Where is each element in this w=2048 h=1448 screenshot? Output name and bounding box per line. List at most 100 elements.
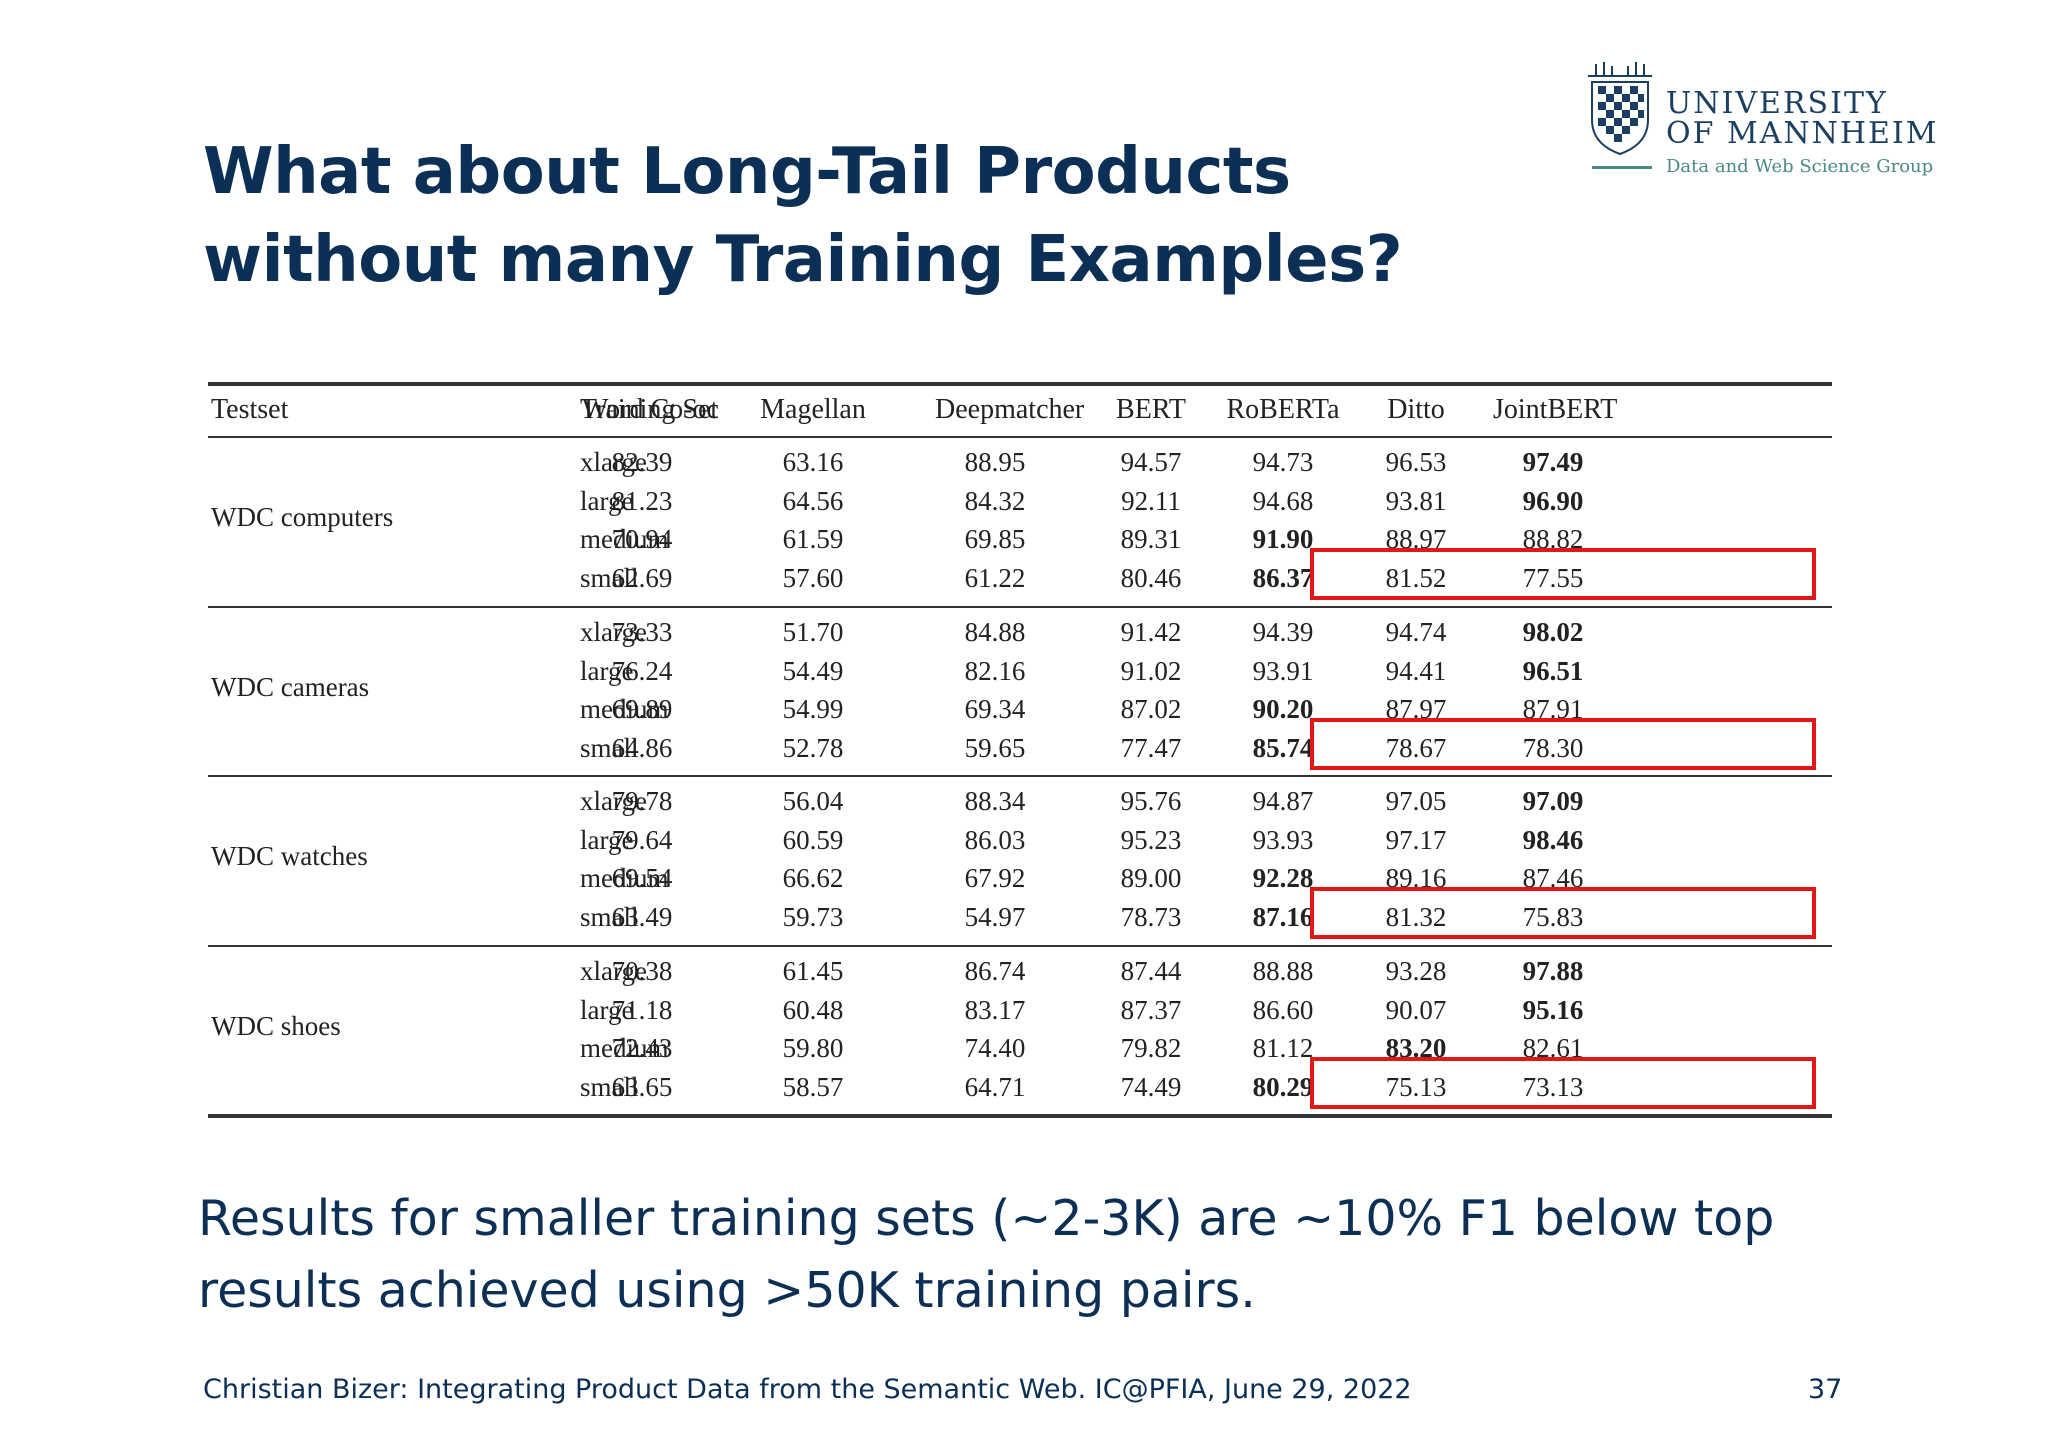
f1-score-cell: 76.24	[611, 655, 673, 686]
f1-score-cell: 91.42	[1120, 617, 1182, 647]
f1-score-cell: 89.00	[1120, 863, 1182, 893]
f1-score-cell: 63.49	[611, 901, 673, 932]
f1-score-cell: 94.87	[1252, 786, 1314, 816]
f1-score-cell: 61.22	[964, 562, 1026, 593]
f1-score-cell: 94.41	[1385, 655, 1447, 686]
f1-score-cell: 96.90	[1522, 485, 1584, 516]
f1-score-cell: 79.78	[611, 786, 673, 816]
f1-score-cell: 54.99	[782, 694, 844, 724]
f1-score-cell: 59.80	[782, 1033, 844, 1063]
training-set-label: large	[580, 655, 634, 686]
training-set-label: xlarge	[580, 786, 647, 816]
testset-label: WDC cameras	[211, 672, 370, 702]
table-top-rule	[208, 382, 1832, 386]
f1-score-cell: 58.57	[782, 1071, 844, 1102]
training-set-label: large	[580, 824, 634, 855]
training-set-label: xlarge	[580, 617, 647, 647]
f1-score-cell: 74.49	[1120, 1071, 1182, 1102]
f1-score-cell: 69.85	[964, 524, 1026, 554]
f1-score-cell: 93.81	[1385, 485, 1447, 516]
university-logo: UNIVERSITY OF MANNHEIM Data and Web Scie…	[1578, 58, 1938, 184]
f1-score-cell: 95.76	[1120, 786, 1182, 816]
f1-score-cell: 84.88	[964, 617, 1026, 647]
f1-score-cell: 97.05	[1385, 786, 1447, 816]
training-set-label: medium	[580, 1033, 669, 1063]
table-header-rule	[208, 436, 1832, 438]
f1-score-cell: 80.46	[1120, 562, 1182, 593]
f1-score-cell: 51.70	[782, 617, 844, 647]
f1-score-cell: 64.71	[964, 1071, 1026, 1102]
f1-score-cell: 87.02	[1120, 694, 1182, 724]
logo-mannheim-line: OF MANNHEIM	[1666, 116, 1939, 151]
training-set-label: small	[580, 562, 639, 593]
f1-score-cell: 73.13	[1522, 1071, 1584, 1102]
f1-score-cell: 71.18	[611, 994, 673, 1025]
f1-score-cell: 91.90	[1252, 524, 1314, 554]
f1-score-cell: 60.59	[782, 824, 844, 855]
f1-score-cell: 88.95	[964, 447, 1026, 477]
f1-score-cell: 77.55	[1522, 562, 1584, 593]
f1-score-cell: 60.48	[782, 994, 844, 1025]
f1-score-cell: 87.37	[1120, 994, 1182, 1025]
f1-score-cell: 81.23	[611, 485, 673, 516]
f1-score-cell: 93.28	[1385, 956, 1447, 986]
group-separator-rule	[208, 606, 1832, 608]
f1-score-cell: 97.17	[1385, 824, 1447, 855]
group-separator-rule	[208, 775, 1832, 777]
f1-score-cell: 86.60	[1252, 994, 1314, 1025]
f1-score-cell: 94.39	[1252, 617, 1314, 647]
f1-score-cell: 63.65	[611, 1071, 673, 1102]
f1-score-cell: 63.16	[782, 447, 844, 477]
f1-score-cell: 95.23	[1120, 824, 1182, 855]
f1-score-cell: 75.13	[1385, 1071, 1447, 1102]
crest-icon	[1588, 62, 1652, 156]
f1-score-cell: 79.64	[611, 824, 673, 855]
f1-score-cell: 86.37	[1252, 562, 1314, 593]
column-header: Magellan	[760, 394, 866, 425]
training-set-label: xlarge	[580, 447, 647, 477]
f1-score-cell: 81.32	[1385, 901, 1447, 932]
f1-score-cell: 80.29	[1252, 1071, 1314, 1102]
small-row-highlight-box	[1310, 1056, 1816, 1109]
logo-subtitle: Data and Web Science Group	[1666, 156, 1934, 177]
column-header: BERT	[1116, 394, 1186, 425]
f1-score-cell: 70.38	[611, 956, 673, 986]
f1-score-cell: 69.89	[611, 694, 673, 724]
f1-score-cell: 74.40	[964, 1033, 1026, 1063]
f1-score-cell: 95.16	[1522, 994, 1584, 1025]
group-separator-rule	[208, 945, 1832, 947]
f1-score-cell: 81.52	[1385, 562, 1447, 593]
f1-score-cell: 79.82	[1120, 1033, 1182, 1063]
training-set-label: small	[580, 732, 639, 763]
f1-score-cell: 54.49	[782, 655, 844, 686]
training-set-label: large	[580, 994, 634, 1025]
f1-score-cell: 87.44	[1120, 956, 1182, 986]
f1-score-cell: 90.20	[1252, 694, 1314, 724]
f1-score-cell: 75.83	[1522, 901, 1584, 932]
small-row-highlight-box	[1310, 717, 1816, 770]
f1-score-cell: 67.92	[964, 863, 1026, 893]
f1-score-cell: 97.88	[1522, 956, 1584, 986]
f1-score-cell: 93.93	[1252, 824, 1314, 855]
f1-score-cell: 70.94	[611, 524, 673, 554]
f1-score-cell: 89.31	[1120, 524, 1182, 554]
f1-score-cell: 82.39	[611, 447, 673, 477]
f1-score-cell: 73.33	[611, 617, 673, 647]
f1-score-cell: 61.59	[782, 524, 844, 554]
f1-score-cell: 82.16	[964, 655, 1026, 686]
f1-score-cell: 77.47	[1120, 732, 1182, 763]
f1-score-cell: 94.74	[1385, 617, 1447, 647]
f1-score-cell: 72.43	[611, 1033, 673, 1063]
f1-score-cell: 52.78	[782, 732, 844, 763]
training-set-label: small	[580, 901, 639, 932]
f1-score-cell: 91.02	[1120, 655, 1182, 686]
training-set-label: medium	[580, 863, 669, 893]
f1-score-cell: 81.12	[1252, 1033, 1314, 1063]
summary-text: Results for smaller training sets (~2-3K…	[198, 1183, 1774, 1327]
page-number: 37	[1808, 1374, 1843, 1405]
f1-score-cell: 96.53	[1385, 447, 1447, 477]
f1-score-cell: 69.34	[964, 694, 1026, 724]
f1-score-cell: 97.49	[1522, 447, 1584, 477]
column-header: JointBERT	[1493, 394, 1618, 425]
f1-score-cell: 54.97	[964, 901, 1026, 932]
